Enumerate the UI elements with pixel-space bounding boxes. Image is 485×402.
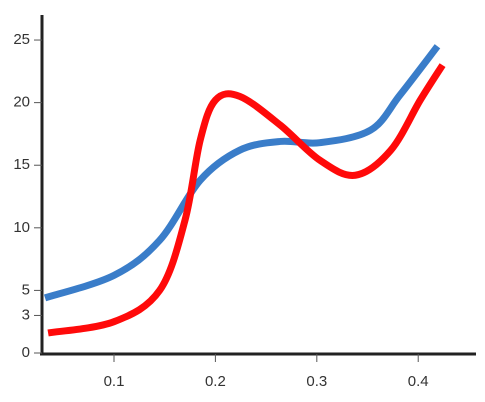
x-tick-label: 0.1 <box>104 373 125 390</box>
y-tick-label: 3 <box>22 306 30 323</box>
y-tick-label: 0 <box>22 344 30 361</box>
y-tick-label: 20 <box>13 94 30 111</box>
series-line <box>47 63 446 337</box>
series-line <box>43 44 441 302</box>
y-tick-label: 5 <box>22 281 30 298</box>
x-tick-label: 0.3 <box>306 373 327 390</box>
x-tick-label: 0.2 <box>205 373 226 390</box>
y-tick-label: 25 <box>13 31 30 48</box>
y-tick-label: 10 <box>13 219 30 236</box>
y-tick-label: 15 <box>13 156 30 173</box>
x-tick-label: 0.4 <box>408 373 429 390</box>
plot-area <box>43 44 446 337</box>
